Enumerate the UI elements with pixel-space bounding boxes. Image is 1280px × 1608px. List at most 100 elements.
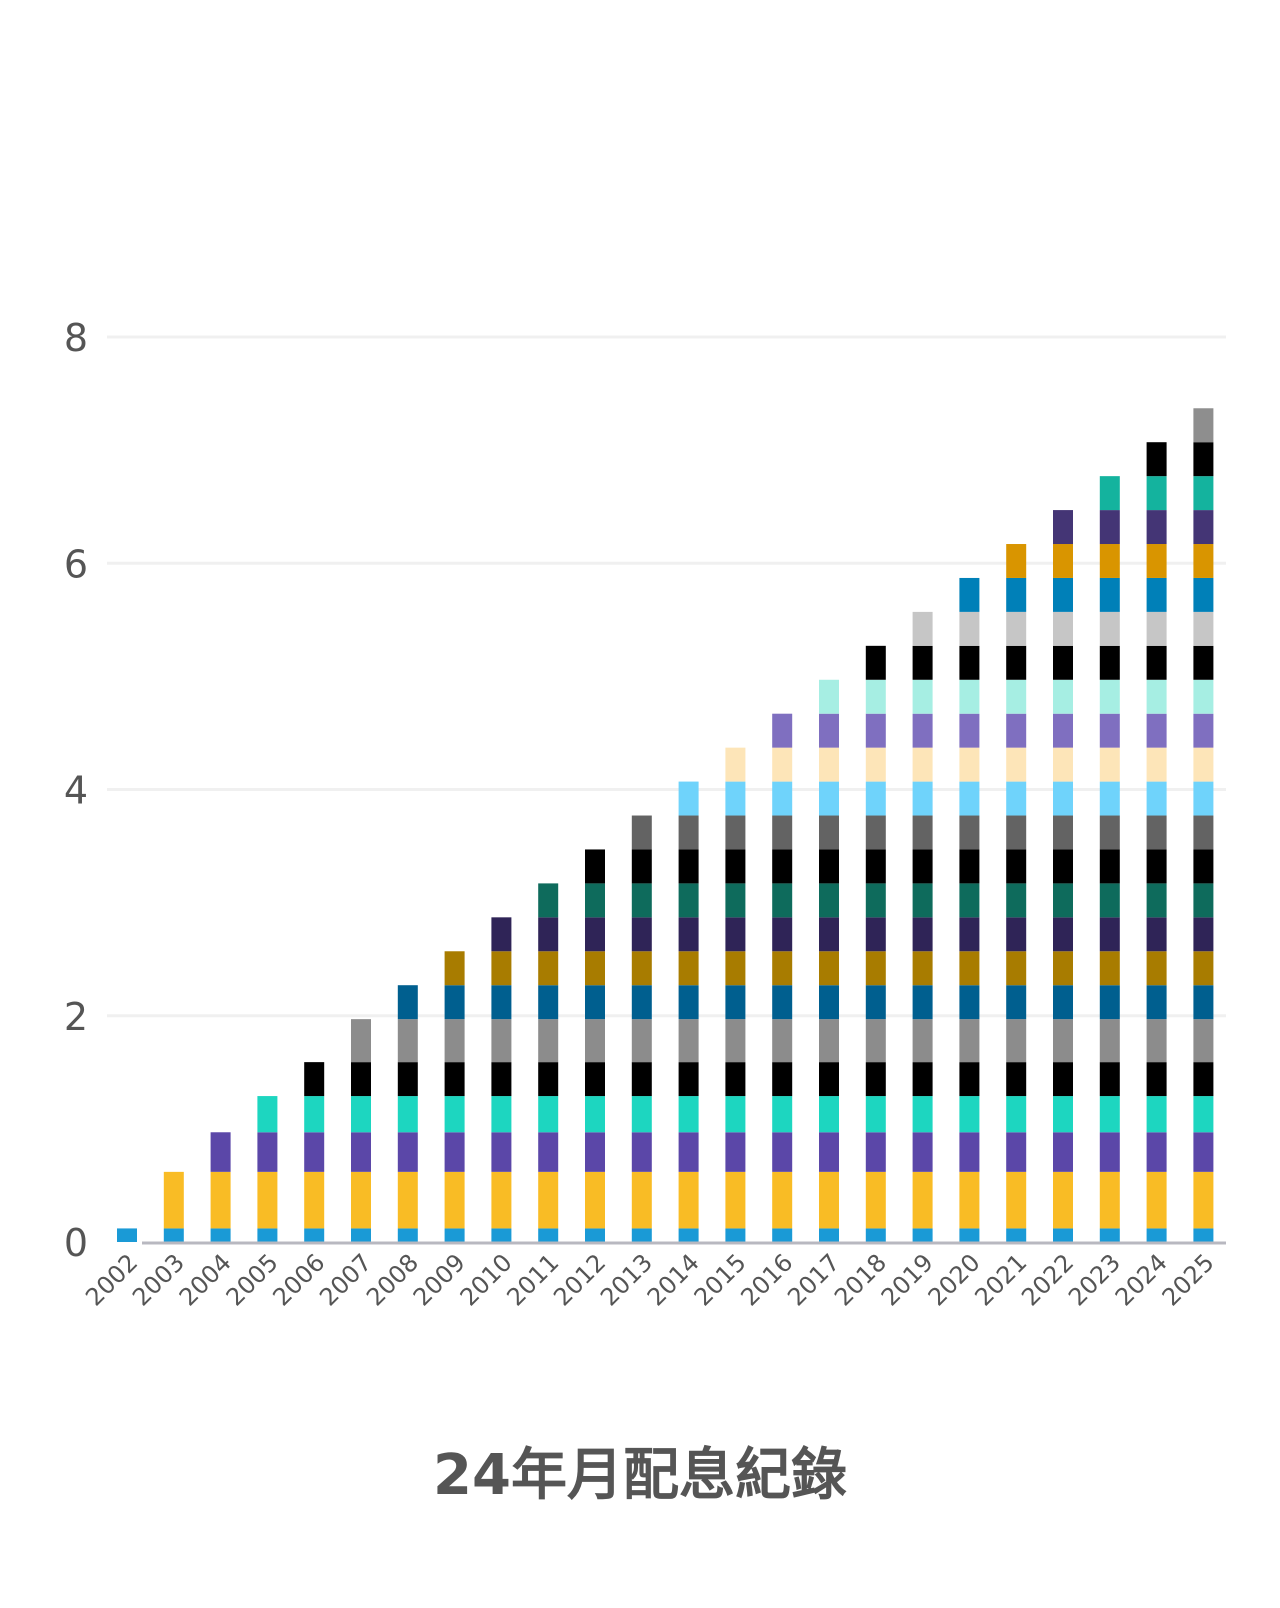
bar-segment	[865, 781, 886, 816]
bar-segment	[397, 985, 418, 1020]
bar-segment	[257, 1228, 278, 1242]
x-tick-label: 2014	[642, 1248, 705, 1311]
bar-segment	[819, 1171, 839, 1229]
y-tick-label: 0	[64, 1221, 88, 1265]
bar-segment	[1006, 985, 1027, 1020]
bar-segment	[1146, 985, 1167, 1020]
bar-segment	[585, 883, 605, 918]
bar-segment	[1146, 442, 1167, 477]
x-tick-label: 2008	[361, 1248, 424, 1311]
bar-segment	[678, 849, 699, 884]
bar-segment	[959, 577, 980, 612]
bar-segment	[1146, 781, 1167, 816]
bar-segment	[397, 1062, 418, 1097]
bar-segment	[491, 951, 512, 986]
bar-segment	[1193, 781, 1214, 816]
bar-segment	[1099, 1132, 1120, 1172]
bar-segment	[678, 1228, 699, 1242]
bar-segment	[631, 917, 652, 952]
bar-segment	[1006, 747, 1027, 782]
x-tick-label: 2005	[221, 1248, 284, 1311]
bar-segment	[772, 1096, 793, 1133]
bar-segment	[772, 849, 793, 884]
bar-segment	[491, 1132, 512, 1172]
bar-segment	[1193, 747, 1214, 782]
bar-segment	[678, 985, 699, 1020]
bar-segment	[819, 985, 839, 1020]
bar-segment	[772, 713, 793, 748]
bar-segment	[959, 985, 980, 1020]
bar-segment	[865, 645, 886, 680]
bar-segment	[538, 917, 559, 952]
x-tick-label: 2024	[1110, 1248, 1173, 1311]
bar-segment	[1146, 747, 1167, 782]
bar-segment	[631, 985, 652, 1020]
bar-segment	[585, 1096, 605, 1133]
y-tick-label: 8	[64, 316, 88, 360]
bar-segment	[1146, 951, 1167, 986]
bar-segment	[819, 917, 839, 952]
bar-segment	[678, 815, 699, 850]
x-tick-label: 2004	[174, 1248, 237, 1311]
bar-segment	[912, 951, 933, 986]
bar-segment	[1099, 849, 1120, 884]
bar-segment	[1193, 849, 1214, 884]
x-tick-label: 2018	[829, 1248, 892, 1311]
bar-segment	[1146, 577, 1167, 612]
bar-segment	[865, 985, 886, 1020]
bar-segment	[1146, 1019, 1167, 1063]
bar-segment	[1146, 476, 1167, 511]
bar-segment	[1099, 544, 1120, 578]
bar-segment	[1193, 713, 1214, 748]
bar-segment	[631, 815, 652, 850]
bar-segment	[772, 1132, 793, 1172]
bar-segment	[444, 1171, 465, 1229]
x-tick-label: 2025	[1157, 1248, 1220, 1311]
bar-segment	[772, 747, 793, 782]
x-tick-label: 2020	[923, 1248, 986, 1311]
bar-segment	[538, 1062, 559, 1097]
x-tick-label: 2019	[876, 1248, 939, 1311]
bar-segment	[912, 679, 933, 714]
bar-segment	[912, 645, 933, 680]
bar-segment	[351, 1062, 371, 1097]
bar-segment	[1006, 713, 1027, 748]
bar-segment	[1099, 1062, 1120, 1097]
bar-segment	[865, 1019, 886, 1063]
bar-segment	[1053, 951, 1073, 986]
bar-segment	[1193, 1132, 1214, 1172]
bar-segment	[819, 849, 839, 884]
bar-segment	[1099, 645, 1120, 680]
bar-segment	[819, 1019, 839, 1063]
y-tick-label: 2	[64, 995, 88, 1039]
bar-segment	[1193, 476, 1214, 511]
bar-segment	[304, 1132, 325, 1172]
bar-segment	[725, 849, 746, 884]
bar-segment	[725, 883, 746, 918]
bar-segment	[1146, 645, 1167, 680]
bar-segment	[1193, 1096, 1214, 1133]
x-tick-label: 2009	[408, 1248, 471, 1311]
bar-segment	[210, 1171, 231, 1229]
bar-segment	[959, 713, 980, 748]
bar-segment	[1099, 985, 1120, 1020]
x-tick-label: 2015	[689, 1248, 752, 1311]
bar-segment	[959, 781, 980, 816]
bar-segment	[1193, 883, 1214, 918]
bar-segment	[1006, 849, 1027, 884]
bar-segment	[585, 917, 605, 952]
bar-segment	[1053, 917, 1073, 952]
bar-segment	[865, 1062, 886, 1097]
bar-segment	[1053, 645, 1073, 680]
y-tick-label: 6	[64, 542, 88, 586]
bar-segment	[1053, 577, 1073, 612]
x-tick-label: 2003	[127, 1248, 190, 1311]
bar-segment	[397, 1171, 418, 1229]
bar-segment	[1146, 849, 1167, 884]
bar-segment	[1193, 408, 1214, 443]
bar-segment	[1053, 510, 1073, 545]
bar-segment	[725, 1062, 746, 1097]
bar-segment	[865, 1228, 886, 1242]
bar-segment	[959, 1096, 980, 1133]
bar-segment	[819, 1132, 839, 1172]
